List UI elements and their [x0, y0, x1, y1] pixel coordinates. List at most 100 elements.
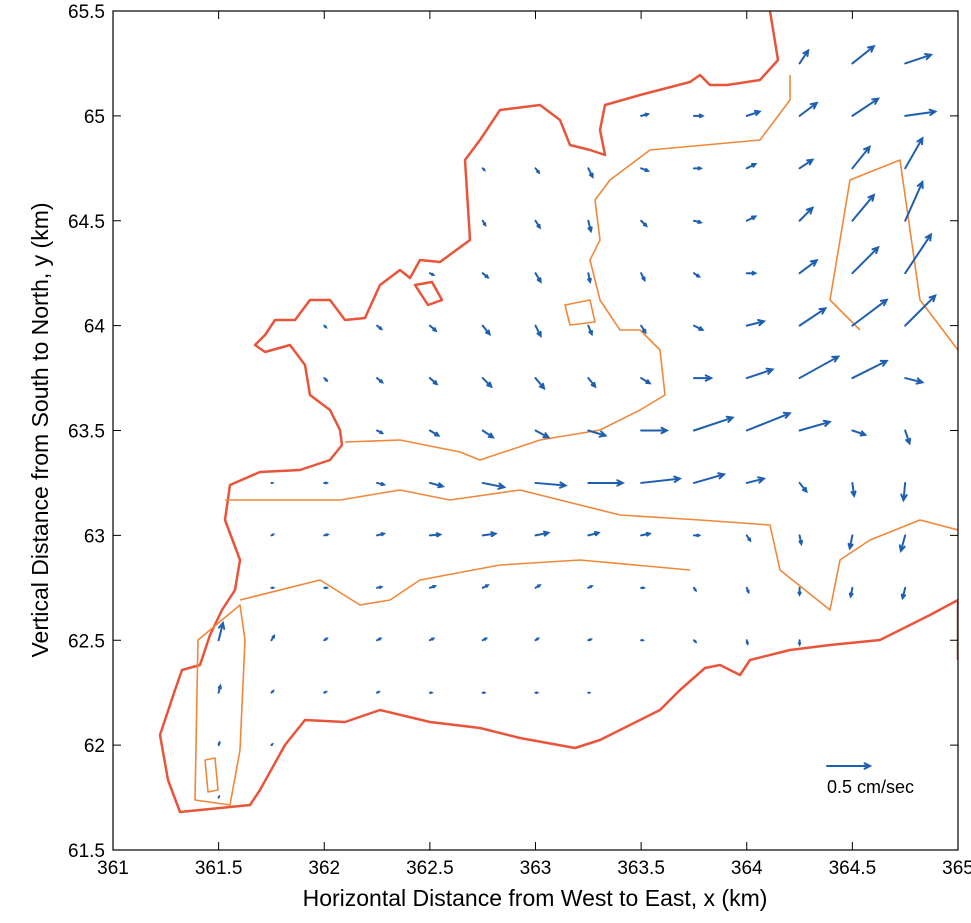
velocity-arrow [481, 584, 490, 589]
velocity-arrow [798, 307, 828, 327]
velocity-arrow [481, 219, 487, 227]
velocity-arrow [217, 683, 222, 694]
velocity-arrow [323, 637, 329, 642]
velocity-arrow [481, 637, 489, 642]
map-layer [158, 11, 958, 814]
velocity-arrow [640, 586, 646, 590]
velocity-arrow [587, 479, 625, 487]
velocity-arrow [428, 584, 438, 589]
velocity-arrow [376, 690, 381, 694]
velocity-arrow [428, 691, 434, 694]
contour [564, 299, 596, 326]
velocity-arrow [587, 429, 608, 438]
velocity-arrow [640, 531, 652, 537]
velocity-arrow [745, 411, 792, 432]
velocity-arrow [428, 324, 438, 333]
velocity-arrow [851, 429, 868, 437]
velocity-arrow [587, 167, 594, 179]
velocity-arrow [640, 219, 648, 228]
velocity-arrow [904, 429, 912, 446]
velocity-arrow [534, 377, 546, 391]
velocity-arrow [640, 112, 651, 117]
coastline-island [413, 280, 444, 307]
x-tick-label: 363 [520, 858, 552, 879]
velocity-arrow [692, 586, 697, 593]
velocity-arrow [217, 620, 226, 642]
x-tick-label: 361 [97, 858, 129, 879]
y-tick-label: 62.5 [68, 631, 105, 652]
velocity-arrow [534, 219, 541, 230]
velocity-arrow [798, 534, 804, 547]
y-tick-label: 63 [84, 526, 105, 547]
velocity-arrow [270, 634, 276, 642]
velocity-arrow [587, 638, 594, 642]
velocity-arrow [692, 219, 703, 225]
velocity-arrow [534, 272, 542, 284]
key-label: 0.5 cm/sec [827, 777, 914, 797]
y-tick-label: 63.5 [68, 422, 105, 443]
vector-field [217, 44, 938, 799]
velocity-arrow [692, 533, 702, 538]
velocity-arrow [481, 324, 491, 336]
velocity-arrow [745, 163, 758, 170]
velocity-arrow [534, 429, 551, 439]
velocity-arrow [270, 742, 274, 747]
x-tick-label: 363.5 [617, 858, 665, 879]
velocity-arrow [376, 637, 383, 642]
velocity-arrow [904, 232, 933, 275]
y-tick-label: 64 [84, 317, 106, 338]
velocity-arrow [587, 377, 597, 389]
velocity-arrow [481, 377, 493, 389]
coastline [158, 11, 958, 814]
velocity-arrow [851, 298, 889, 327]
velocity-arrow [428, 429, 441, 437]
velocity-arrow [692, 472, 727, 484]
velocity-arrow [640, 167, 651, 173]
velocity-arrow [640, 475, 683, 484]
y-tick-label: 61.5 [68, 841, 105, 862]
velocity-arrow [904, 377, 925, 385]
velocity-arrow [481, 691, 487, 694]
x-tick-label: 362.5 [406, 858, 454, 879]
velocity-arrow [428, 637, 436, 642]
velocity-arrow [640, 272, 646, 283]
velocity-arrow [898, 534, 907, 554]
velocity-arrow [323, 481, 330, 485]
velocity-arrow [851, 193, 876, 222]
velocity-arrow [587, 219, 593, 234]
velocity-arrow [745, 534, 752, 543]
velocity-arrow [428, 377, 439, 386]
velocity-arrow [850, 481, 857, 499]
velocity-arrow [851, 359, 889, 380]
velocity-arrow [270, 533, 276, 537]
velocity-arrow [640, 377, 652, 385]
velocity-arrow [376, 532, 387, 537]
velocity-arrow [798, 419, 832, 432]
velocity-arrow [745, 367, 775, 380]
velocity-arrow [323, 324, 328, 329]
velocity-arrow [534, 481, 568, 489]
velocity-arrow [481, 481, 507, 490]
x-tick-label: 361.5 [195, 858, 243, 879]
x-tick-label: 364.5 [829, 858, 877, 879]
velocity-arrow [848, 586, 854, 599]
velocity-arrow [798, 258, 819, 275]
velocity-arrow [534, 691, 540, 694]
velocity-arrow [217, 740, 221, 747]
x-axis-label: Horizontal Distance from West to East, x… [303, 885, 768, 911]
velocity-arrow [534, 167, 541, 175]
velocity-arrow [376, 585, 384, 589]
velocity-arrow [270, 586, 276, 590]
velocity-arrow [851, 145, 871, 170]
velocity-arrow [587, 272, 592, 284]
velocity-arrow [692, 639, 698, 644]
velocity-arrow [798, 158, 815, 170]
velocity-arrow [798, 101, 819, 117]
velocity-arrow [270, 689, 275, 694]
velocity-arrow [851, 245, 880, 275]
velocity-arrow [376, 324, 384, 331]
contour [829, 159, 958, 351]
contour [344, 75, 791, 461]
velocity-arrow [745, 215, 758, 222]
